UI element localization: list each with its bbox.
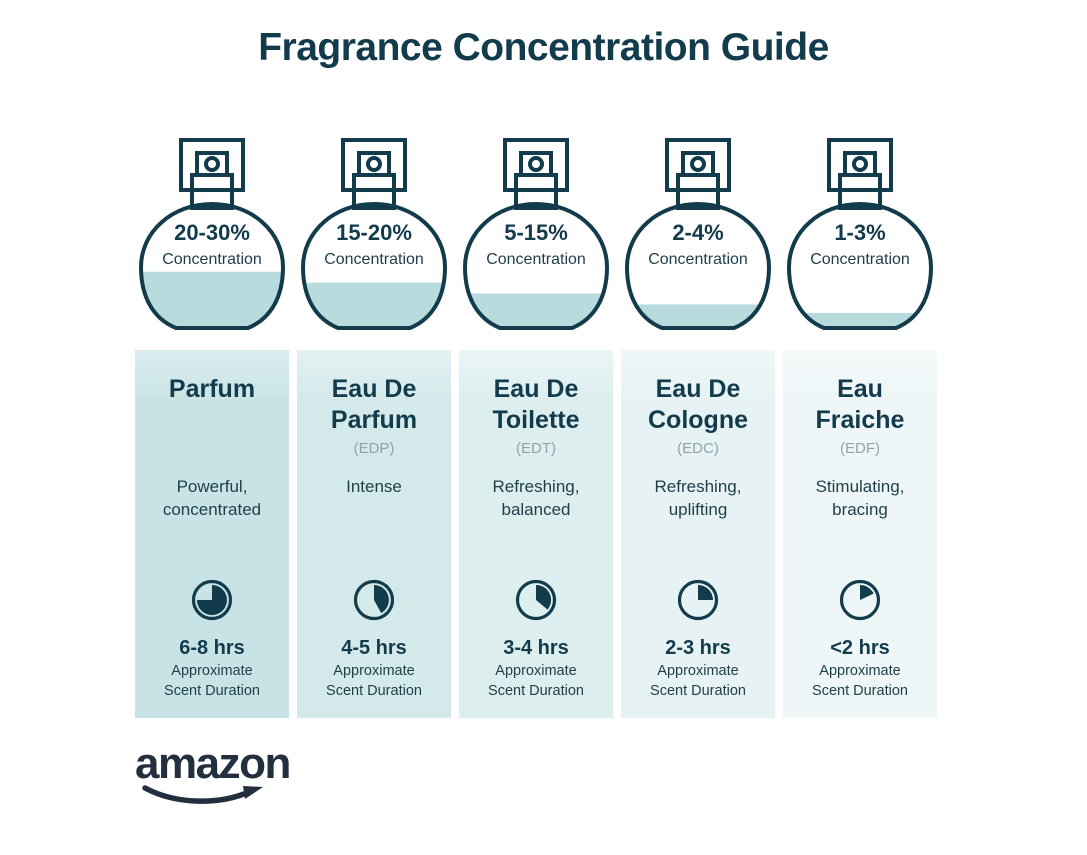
concentration-label: Concentration	[810, 251, 910, 268]
concentration-value: 5-15%	[504, 220, 568, 245]
clock-icon	[839, 579, 881, 621]
duration-note-line2: Scent Duration	[812, 682, 908, 699]
duration-note-line2: Scent Duration	[650, 682, 746, 699]
page-title: Fragrance Concentration Guide	[258, 26, 829, 69]
bottle-cell: 1-3% Concentration	[783, 136, 937, 336]
scent-duration-value: 6-8 hrs	[179, 637, 245, 659]
column-parfum: Parfum Powerful, concentrated 6-8 hrs Ap…	[135, 350, 289, 718]
amazon-logo: amazon	[135, 739, 295, 808]
spray-nozzle	[528, 156, 544, 172]
concentration-value: 15-20%	[336, 220, 412, 245]
perfume-bottle-icon: 20-30% Concentration	[138, 138, 286, 330]
duration-note-line1: Approximate	[333, 663, 415, 679]
bottle-cell: 5-15% Concentration	[459, 136, 613, 336]
bottle-body	[786, 201, 934, 330]
scent-duration-label: Approximate Scent Duration	[164, 662, 260, 701]
concentration-label: Concentration	[324, 251, 424, 268]
bottle-body	[138, 201, 286, 330]
duration-note-line1: Approximate	[171, 663, 253, 679]
columns-row: Parfum Powerful, concentrated 6-8 hrs Ap…	[135, 350, 937, 718]
amazon-smile-icon	[142, 785, 263, 804]
scent-duration-value: 2-3 hrs	[665, 637, 731, 659]
bottle-cap	[503, 138, 569, 192]
scent-duration-label: Approximate Scent Duration	[326, 662, 422, 701]
fragrance-name: Parfum	[168, 375, 256, 403]
column-eau-de-parfum: Eau De Parfum (EDP) Intense 4-5 hrs Appr…	[297, 350, 451, 718]
liquid-fill	[789, 312, 931, 328]
concentration-label: Concentration	[648, 251, 748, 268]
perfume-bottle-icon: 15-20% Concentration	[300, 138, 448, 330]
fragrance-description: Refreshing, uplifting	[654, 477, 742, 519]
clock-icon	[515, 579, 557, 621]
bottle-cell: 15-20% Concentration	[297, 136, 451, 336]
spray-button	[519, 151, 553, 177]
fragrance-name: Eau De Cologne	[648, 375, 748, 434]
scent-duration-label: Approximate Scent Duration	[812, 662, 908, 701]
duration-note-line1: Approximate	[819, 663, 901, 679]
perfume-bottle-icon: 1-3% Concentration	[786, 138, 934, 330]
fragrance-abbr: (EDC)	[677, 440, 719, 457]
bottle-cap	[341, 138, 407, 192]
column-eau-fraiche: Eau Fraiche (EDF) Stimulating, bracing <…	[783, 350, 937, 718]
bottle-body	[462, 201, 610, 330]
fragrance-name: Eau Fraiche	[815, 375, 905, 434]
spray-button	[195, 151, 229, 177]
fragrance-abbr: (EDF)	[840, 440, 880, 457]
bottle-cell: 2-4% Concentration	[621, 136, 775, 336]
liquid-fill	[627, 304, 769, 328]
duration-note-line2: Scent Duration	[488, 682, 584, 699]
clock-icon	[191, 579, 233, 621]
fragrance-description: Intense	[346, 477, 402, 496]
scent-duration-value: <2 hrs	[830, 637, 890, 659]
fragrance-description: Powerful, concentrated	[162, 477, 262, 519]
spray-button	[681, 151, 715, 177]
duration-note-line1: Approximate	[657, 663, 739, 679]
concentration-value: 20-30%	[174, 220, 250, 245]
duration-note-line1: Approximate	[495, 663, 577, 679]
liquid-fill	[141, 271, 283, 328]
bottle-cap	[827, 138, 893, 192]
bottle-cell: 20-30% Concentration	[135, 136, 289, 336]
concentration-value: 1-3%	[834, 220, 885, 245]
spray-nozzle	[690, 156, 706, 172]
duration-note-line2: Scent Duration	[326, 682, 422, 699]
duration-note-line2: Scent Duration	[164, 682, 260, 699]
fragrance-description: Refreshing, balanced	[492, 477, 580, 519]
bottle-body	[624, 201, 772, 330]
bottle-cap	[179, 138, 245, 192]
concentration-label: Concentration	[162, 251, 262, 268]
fragrance-description: Stimulating, bracing	[815, 477, 905, 519]
scent-duration-value: 4-5 hrs	[341, 637, 407, 659]
bottles-row: 20-30% Concentration 15-20% Concentratio…	[135, 136, 937, 336]
perfume-bottle-icon: 5-15% Concentration	[462, 138, 610, 330]
bottle-cap	[665, 138, 731, 192]
amazon-logo-text: amazon	[135, 739, 291, 788]
clock-icon	[677, 579, 719, 621]
spray-nozzle	[852, 156, 868, 172]
perfume-bottle-icon: 2-4% Concentration	[624, 138, 772, 330]
fragrance-name: Eau De Toilette	[492, 375, 580, 434]
fragrance-abbr: (EDT)	[516, 440, 556, 457]
spray-button	[357, 151, 391, 177]
spray-nozzle	[366, 156, 382, 172]
fragrance-abbr: (EDP)	[353, 440, 395, 457]
spray-nozzle	[204, 156, 220, 172]
column-eau-de-cologne: Eau De Cologne (EDC) Refreshing, uplifti…	[621, 350, 775, 718]
fragrance-name: Eau De Parfum	[330, 375, 418, 434]
scent-duration-label: Approximate Scent Duration	[488, 662, 584, 701]
clock-icon	[353, 579, 395, 621]
concentration-value: 2-4%	[672, 220, 723, 245]
concentration-label: Concentration	[486, 251, 586, 268]
scent-duration-value: 3-4 hrs	[503, 637, 569, 659]
bottle-body	[300, 201, 448, 330]
column-eau-de-toilette: Eau De Toilette (EDT) Refreshing, balanc…	[459, 350, 613, 718]
spray-button	[843, 151, 877, 177]
infographic-body: 20-30% Concentration 15-20% Concentratio…	[135, 136, 937, 808]
scent-duration-label: Approximate Scent Duration	[650, 662, 746, 701]
